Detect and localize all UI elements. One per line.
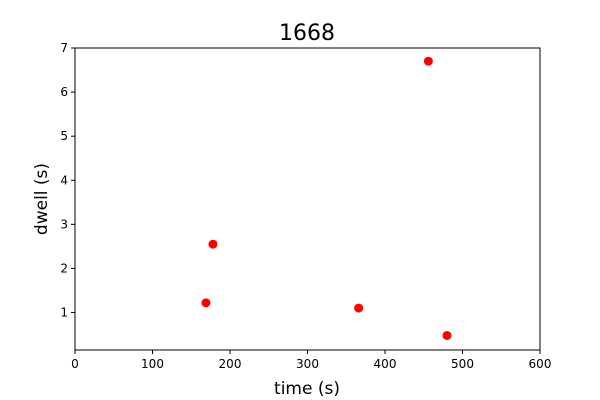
x-axis-ticks: 0 100 200 300 400 500 600 (71, 350, 551, 371)
plot-frame (74, 47, 541, 351)
y-tick-label: 4 (60, 173, 68, 187)
x-tick-label: 100 (141, 357, 164, 371)
data-point (354, 303, 364, 313)
y-tick-label: 3 (60, 217, 68, 231)
data-points (201, 56, 452, 340)
data-point (208, 239, 218, 249)
y-tick-label: 6 (60, 85, 68, 99)
x-tick-label: 200 (219, 357, 242, 371)
x-tick-label: 600 (529, 357, 552, 371)
x-tick-label: 500 (451, 357, 474, 371)
chart-title: 1668 (279, 21, 335, 46)
data-point (442, 330, 452, 340)
y-axis-label: dwell (s) (32, 163, 52, 235)
y-axis-ticks: 1 2 3 4 5 6 7 (60, 41, 75, 320)
x-tick-label: 0 (71, 357, 79, 371)
x-tick-label: 300 (296, 357, 319, 371)
data-point (423, 56, 433, 66)
data-point (201, 298, 211, 308)
x-tick-label: 400 (374, 357, 397, 371)
y-tick-label: 2 (60, 261, 68, 275)
y-tick-label: 5 (60, 129, 68, 143)
x-axis-label: time (s) (274, 379, 340, 399)
y-tick-label: 1 (60, 306, 68, 320)
y-tick-label: 7 (60, 41, 68, 55)
